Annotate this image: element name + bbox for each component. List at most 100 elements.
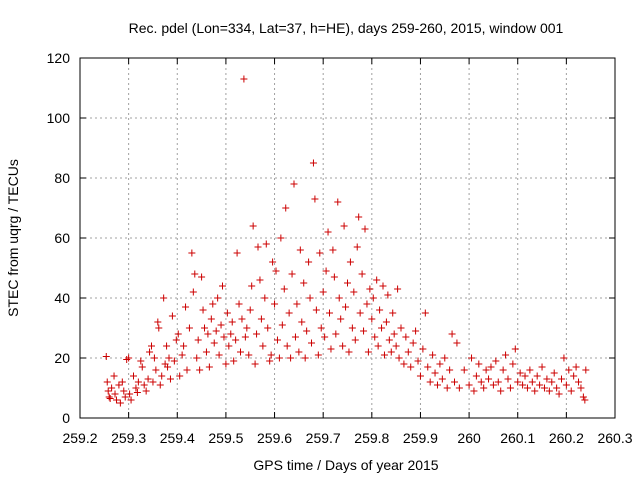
data-point: [240, 75, 248, 83]
data-point: [565, 366, 573, 374]
data-point: [400, 360, 408, 368]
data-point: [414, 357, 422, 365]
data-point: [241, 333, 249, 341]
data-point: [472, 372, 480, 380]
data-point: [348, 324, 356, 332]
data-point: [125, 354, 133, 362]
data-point: [363, 300, 371, 308]
data-point: [201, 324, 209, 332]
data-point: [295, 348, 303, 356]
data-point: [555, 390, 563, 398]
data-point: [373, 276, 381, 284]
data-point: [319, 288, 327, 296]
data-point: [531, 387, 539, 395]
data-point: [567, 387, 575, 395]
data-point: [251, 360, 259, 368]
x-tick-label: 259.7: [306, 430, 341, 446]
data-point: [233, 249, 241, 257]
data-point: [104, 387, 112, 395]
data-point: [337, 315, 345, 323]
data-point: [424, 363, 432, 371]
data-point: [577, 384, 585, 392]
data-point: [374, 342, 382, 350]
data-point: [253, 330, 261, 338]
data-point: [404, 348, 412, 356]
data-point: [144, 375, 152, 383]
data-point: [261, 294, 269, 302]
data-point: [416, 372, 424, 380]
data-point: [548, 378, 556, 386]
data-point: [324, 228, 332, 236]
data-point: [392, 342, 400, 350]
y-tick-label: 20: [54, 350, 70, 366]
data-point: [351, 336, 359, 344]
data-point: [506, 384, 514, 392]
data-point: [301, 354, 309, 362]
data-point: [214, 294, 222, 302]
data-point: [137, 357, 145, 365]
data-point: [220, 333, 228, 341]
data-point: [379, 282, 387, 290]
data-point: [389, 309, 397, 317]
data-point: [387, 348, 395, 356]
data-point: [183, 366, 191, 374]
data-point: [152, 366, 160, 374]
data-point: [460, 366, 468, 374]
data-point: [266, 357, 274, 365]
data-point: [180, 342, 188, 350]
data-point: [199, 306, 207, 314]
y-tick-label: 0: [62, 410, 70, 426]
data-point: [382, 318, 390, 326]
data-point: [238, 315, 246, 323]
data-point: [346, 258, 354, 266]
data-point: [202, 348, 210, 356]
data-point: [497, 387, 505, 395]
y-axis-label: STEC from uqrg / TECUs: [5, 159, 21, 317]
data-point: [339, 342, 347, 350]
data-point: [209, 300, 217, 308]
data-point: [407, 363, 415, 371]
data-point: [176, 372, 184, 380]
data-point: [426, 378, 434, 386]
data-point: [570, 372, 578, 380]
data-point: [288, 270, 296, 278]
data-point: [526, 366, 534, 374]
data-point: [306, 294, 314, 302]
data-point: [112, 396, 120, 404]
data-point: [215, 351, 223, 359]
data-point: [146, 348, 154, 356]
data-point: [168, 312, 176, 320]
data-point: [579, 393, 587, 401]
data-point: [536, 381, 544, 389]
data-point: [553, 384, 561, 392]
data-point: [163, 342, 171, 350]
data-point: [127, 396, 135, 404]
data-point: [102, 353, 110, 360]
data-point: [453, 339, 461, 347]
x-tick-label: 259.4: [160, 430, 195, 446]
data-point: [271, 300, 279, 308]
data-point: [154, 318, 162, 326]
data-point: [189, 288, 197, 296]
data-point: [516, 369, 524, 377]
data-point: [235, 300, 243, 308]
data-point: [482, 366, 490, 374]
data-point: [533, 372, 541, 380]
data-point: [358, 270, 366, 278]
data-point: [314, 351, 322, 359]
data-point: [256, 276, 264, 284]
data-point: [361, 225, 369, 233]
data-point: [582, 366, 590, 374]
data-point: [228, 318, 236, 326]
data-point: [198, 273, 206, 281]
data-point: [329, 246, 337, 254]
y-tick-label: 80: [54, 170, 70, 186]
data-point: [185, 324, 193, 332]
data-point: [277, 234, 285, 242]
data-point: [111, 390, 119, 398]
data-point: [264, 324, 272, 332]
data-point: [191, 270, 199, 278]
data-point: [194, 336, 202, 344]
x-tick-label: 259.2: [62, 430, 97, 446]
